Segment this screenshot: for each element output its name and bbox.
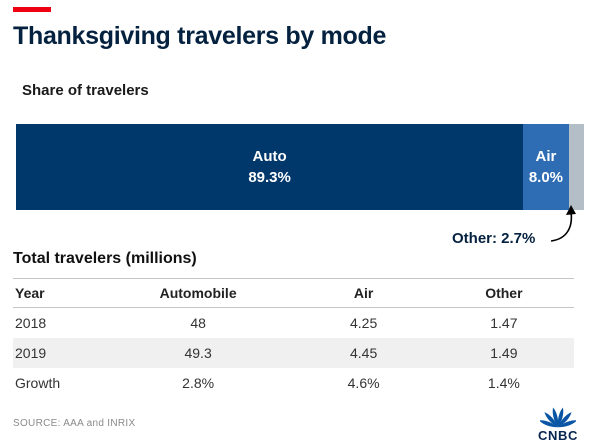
table-title: Total travelers (millions) [13, 250, 197, 267]
segment-value: 8.0% [528, 169, 564, 186]
other-annotation: Other: 2.7% [452, 230, 536, 247]
table-cell: 1.49 [490, 345, 518, 361]
bar-segment-auto: Auto 89.3% [16, 124, 524, 210]
column-header-air: Air [293, 278, 434, 308]
table-cell: 1.47 [490, 315, 518, 331]
bar-segment-other [568, 124, 584, 210]
table-cell: 4.45 [349, 345, 378, 361]
column-header-year: Year [13, 278, 103, 308]
table-row: Growth 2.8% 4.6% 1.4% [13, 368, 574, 398]
travelers-table: Year Automobile Air Other 2018 48 4.25 1.47… [13, 278, 574, 398]
segment-value: 89.3% [248, 169, 291, 186]
table-cell: 4.6% [347, 375, 380, 391]
stacked-bar: Auto 89.3% Air 8.0% [16, 124, 584, 210]
page-title: Thanksgiving travelers by mode [13, 22, 387, 50]
peacock-icon [540, 407, 576, 428]
table-row: 2018 48 4.25 1.47 [13, 308, 574, 339]
chart-subtitle: Share of travelers [22, 82, 149, 99]
table-cell: Growth [15, 375, 61, 391]
table-cell: 2018 [15, 315, 47, 331]
table-cell: 4.25 [349, 315, 378, 331]
segment-label: Air [535, 148, 557, 165]
table-cell: 2019 [15, 345, 47, 361]
segment-label: Auto [252, 148, 287, 165]
column-header-automobile: Automobile [102, 278, 294, 308]
table-cell: 2.8% [182, 375, 215, 391]
source-credit: SOURCE: AAA and INRIX [13, 418, 136, 429]
travelers-table-body: 2018 48 4.25 1.47 2019 49.3 4.45 1.49 Growth 2.8%… [13, 308, 574, 399]
accent-bar [13, 7, 51, 12]
table-cell: 1.4% [487, 375, 520, 391]
cnbc-logo: CNBC [528, 399, 588, 443]
cnbc-wordmark: CNBC [538, 428, 578, 443]
annotation-arrow-icon [550, 205, 576, 242]
table-cell: 48 [190, 315, 206, 331]
table-row: 2019 49.3 4.45 1.49 [13, 338, 574, 368]
bar-segment-air: Air 8.0% [523, 124, 569, 210]
table-header-row: Year Automobile Air Other [13, 278, 574, 308]
column-header-other: Other [433, 278, 574, 308]
table-cell: 49.3 [184, 345, 212, 361]
